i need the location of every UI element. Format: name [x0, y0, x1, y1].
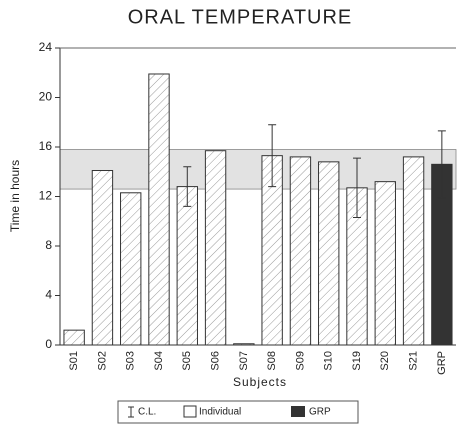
- x-tick-label: S05: [181, 351, 193, 371]
- y-tick-label: 8: [45, 238, 52, 252]
- x-tick-label: S01: [68, 351, 80, 371]
- error-bar: [437, 130, 446, 199]
- bar: [63, 329, 85, 346]
- legend-label: Individual: [199, 407, 241, 418]
- y-tick-label: 4: [45, 288, 52, 302]
- x-tick-label: S04: [153, 351, 165, 371]
- x-tick-label: S02: [96, 351, 108, 371]
- bar: [120, 192, 142, 346]
- x-tick-label: S09: [294, 351, 306, 371]
- x-tick-label: S06: [209, 351, 221, 371]
- y-tick-label: 12: [39, 189, 53, 203]
- x-tick-label: S19: [351, 351, 363, 371]
- bar: [91, 170, 114, 346]
- x-tick-label: S10: [323, 351, 335, 371]
- bar: [374, 181, 396, 346]
- bar: [204, 150, 227, 346]
- bar: [233, 343, 255, 346]
- y-tick-label: 0: [45, 337, 52, 351]
- y-tick-label: 20: [39, 90, 53, 104]
- bar: [148, 73, 170, 346]
- bar: [402, 156, 425, 346]
- x-tick-label: S21: [407, 351, 419, 371]
- legend-box: [117, 400, 359, 424]
- error-bar: [268, 124, 277, 188]
- confidence-band: [59, 149, 457, 190]
- x-tick-label: GRP: [436, 351, 448, 375]
- y-axis-label: Time in hours: [8, 160, 22, 232]
- legend-grp-icon: [291, 406, 305, 417]
- legend-label: GRP: [309, 407, 331, 418]
- y-tick-label: 24: [39, 40, 53, 54]
- legend-label: C.L.: [138, 407, 156, 418]
- x-tick-label: S08: [266, 351, 278, 371]
- chart-title: ORAL TEMPERATURE: [128, 6, 353, 28]
- bar: [318, 161, 340, 346]
- x-tick-label: S03: [125, 351, 137, 371]
- x-tick-label: S07: [238, 351, 250, 371]
- bar: [289, 156, 312, 346]
- error-bar: [353, 157, 361, 219]
- x-axis-label: Subjects: [233, 375, 287, 389]
- x-tick-label: S20: [379, 351, 391, 371]
- bar: [176, 186, 198, 346]
- legend-cl-icon: [128, 406, 134, 418]
- error-bar: [183, 166, 192, 207]
- legend-individual-icon: [183, 405, 197, 418]
- y-tick-label: 16: [39, 139, 53, 153]
